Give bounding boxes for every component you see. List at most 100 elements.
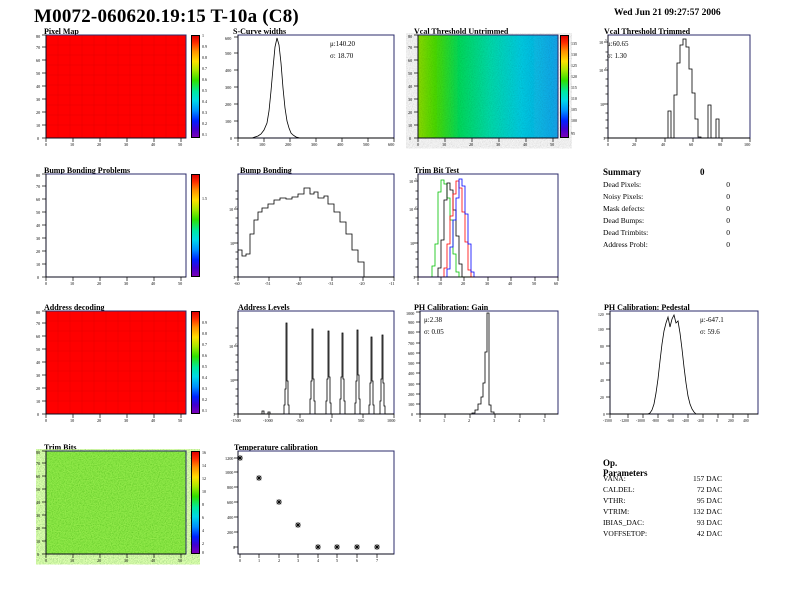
cbar-tick: 135 xyxy=(571,41,577,46)
svg-text:0: 0 xyxy=(239,558,241,563)
panel-title: Trim Bits xyxy=(44,443,77,452)
summary-row-value: 0 xyxy=(726,216,730,225)
cbar-tick: 2 xyxy=(202,541,204,546)
svg-text:4: 4 xyxy=(518,418,521,423)
ph-gain-plot[interactable]: 0 1 2 3 4 5 0 100 200 300 400 500 600 700 800 900 1… xyxy=(406,309,578,426)
vcal-trimmed-plot[interactable]: 0 20 40 60 80 100 110 10 2 10 3 xyxy=(596,33,756,150)
svg-text:50: 50 xyxy=(36,210,40,215)
svg-text:2: 2 xyxy=(605,66,607,70)
op-parameters-heading: Op. Parameters xyxy=(603,458,648,478)
svg-text:20: 20 xyxy=(36,526,40,531)
svg-text:40: 40 xyxy=(151,558,155,563)
cbar-tick: 115 xyxy=(571,85,577,90)
svg-text:-400: -400 xyxy=(682,419,689,423)
cbar-tick: 0.2 xyxy=(202,121,207,126)
vcal-trimmed-mu: μ:60.65 xyxy=(607,40,629,48)
svg-text:0: 0 xyxy=(417,142,419,147)
svg-text:-31: -31 xyxy=(328,281,334,286)
vcal-untrimmed-colorbar xyxy=(560,35,569,138)
svg-text:30: 30 xyxy=(36,373,40,378)
svg-text:-600: -600 xyxy=(667,419,674,423)
svg-text:30: 30 xyxy=(496,142,500,147)
svg-text:10: 10 xyxy=(599,40,603,45)
op-param-label: CALDEL: xyxy=(603,485,635,494)
panel-title: Address Levels xyxy=(238,303,290,312)
panel-title: Vcal Threshold Untrimmed xyxy=(414,27,509,36)
svg-text:50: 50 xyxy=(408,71,412,76)
pixel-map-plot[interactable]: 0 10 20 30 40 50 0 10 20 30 40 50 60 70 80 xyxy=(36,33,206,148)
cbar-tick: 105 xyxy=(571,107,577,112)
svg-text:80: 80 xyxy=(36,450,40,455)
svg-text:7: 7 xyxy=(376,558,378,563)
ph-gain-mu: μ:2.38 xyxy=(424,316,442,324)
address-levels-plot[interactable]: -1500 -1000 -500 0 500 1000 110 10 2 xyxy=(222,309,400,426)
svg-text:80: 80 xyxy=(36,310,40,315)
svg-text:20: 20 xyxy=(36,386,40,391)
svg-text:0: 0 xyxy=(419,418,421,423)
svg-text:80: 80 xyxy=(36,173,40,178)
summary-row-label: Dead Bumps: xyxy=(603,216,645,225)
cbar-tick: 95 xyxy=(571,131,575,136)
svg-text:10: 10 xyxy=(230,241,234,246)
vcal-untrimmed-plot[interactable]: 0 10 20 30 40 50 0 10 20 30 40 50 60 70 80 xyxy=(406,33,578,150)
svg-text:20: 20 xyxy=(97,558,101,563)
svg-text:600: 600 xyxy=(227,500,233,505)
svg-text:400: 400 xyxy=(408,371,414,376)
svg-text:10: 10 xyxy=(229,344,233,349)
cbar-tick: 4 xyxy=(202,528,204,533)
svg-text:10: 10 xyxy=(599,68,603,73)
summary-row-label: Noisy Pixels: xyxy=(603,192,644,201)
svg-text:1: 1 xyxy=(603,136,605,141)
svg-text:20: 20 xyxy=(461,281,465,286)
op-param-value: 95 DAC xyxy=(697,496,723,505)
svg-text:40: 40 xyxy=(661,142,665,147)
svg-text:0: 0 xyxy=(37,412,39,417)
svg-text:4: 4 xyxy=(317,558,320,563)
cbar-tick: 14 xyxy=(202,463,206,468)
svg-text:-200: -200 xyxy=(697,419,704,423)
svg-text:200: 200 xyxy=(728,419,734,423)
cbar-tick: 0.1 xyxy=(202,132,207,137)
summary-row-value: 0 xyxy=(726,228,730,237)
svg-text:10: 10 xyxy=(36,123,40,128)
svg-text:10: 10 xyxy=(36,539,40,544)
svg-text:5: 5 xyxy=(336,558,338,563)
svg-text:1000: 1000 xyxy=(406,311,414,316)
svg-text:100: 100 xyxy=(259,142,265,147)
summary-row-value: 0 xyxy=(726,240,730,249)
svg-text:20: 20 xyxy=(97,142,101,147)
trim-bit-test-plot[interactable]: 0 10 20 30 40 50 60 110 10 2 10 3 xyxy=(406,172,578,289)
bump-problems-plot[interactable]: 0 10 20 30 40 50 0 10 20 30 40 50 60 70 80 xyxy=(36,172,206,289)
panel-title: PH Calibration: Pedestal xyxy=(604,303,690,312)
temp-calibration-plot[interactable]: 0 1 2 3 4 5 6 7 0 200 400 600 800 1000 1200 xyxy=(222,449,400,566)
svg-text:1000: 1000 xyxy=(387,418,395,423)
bump-bonding-plot[interactable]: -60 -51 -40 -31 -20 -11 110 10 2 xyxy=(222,172,400,289)
ph-pedestal-sigma: σ: 59.6 xyxy=(700,328,720,336)
ph-pedestal-plot[interactable]: -1500 -1200 -1000 -800 -600 -400 -200 0 200 40… xyxy=(596,309,764,426)
svg-text:0: 0 xyxy=(603,413,605,417)
panel-title: Bump Bonding Problems xyxy=(44,166,131,175)
cbar-tick: 0 xyxy=(202,550,204,555)
svg-text:60: 60 xyxy=(408,58,412,63)
svg-text:0: 0 xyxy=(607,142,609,147)
svg-text:200: 200 xyxy=(408,392,414,397)
trim-bits-colorbar xyxy=(191,451,200,554)
svg-text:-800: -800 xyxy=(652,419,659,423)
svg-text:1000: 1000 xyxy=(225,470,233,475)
summary-row-label: Address Probl: xyxy=(603,240,648,249)
cbar-tick: 130 xyxy=(571,52,577,57)
svg-text:2: 2 xyxy=(235,342,237,346)
panel-title: S-Curve widths xyxy=(233,27,287,36)
svg-text:0: 0 xyxy=(45,418,47,423)
address-decoding-plot[interactable]: 0 10 20 30 40 50 0 10 20 30 40 50 60 70 80 xyxy=(36,309,206,426)
svg-text:600: 600 xyxy=(388,142,394,147)
svg-text:50: 50 xyxy=(36,347,40,352)
svg-text:30: 30 xyxy=(408,97,412,102)
svg-text:1200: 1200 xyxy=(225,456,233,461)
svg-text:600: 600 xyxy=(225,36,231,41)
svg-text:10: 10 xyxy=(409,179,413,184)
svg-text:500: 500 xyxy=(358,418,364,423)
svg-text:2: 2 xyxy=(235,205,237,209)
